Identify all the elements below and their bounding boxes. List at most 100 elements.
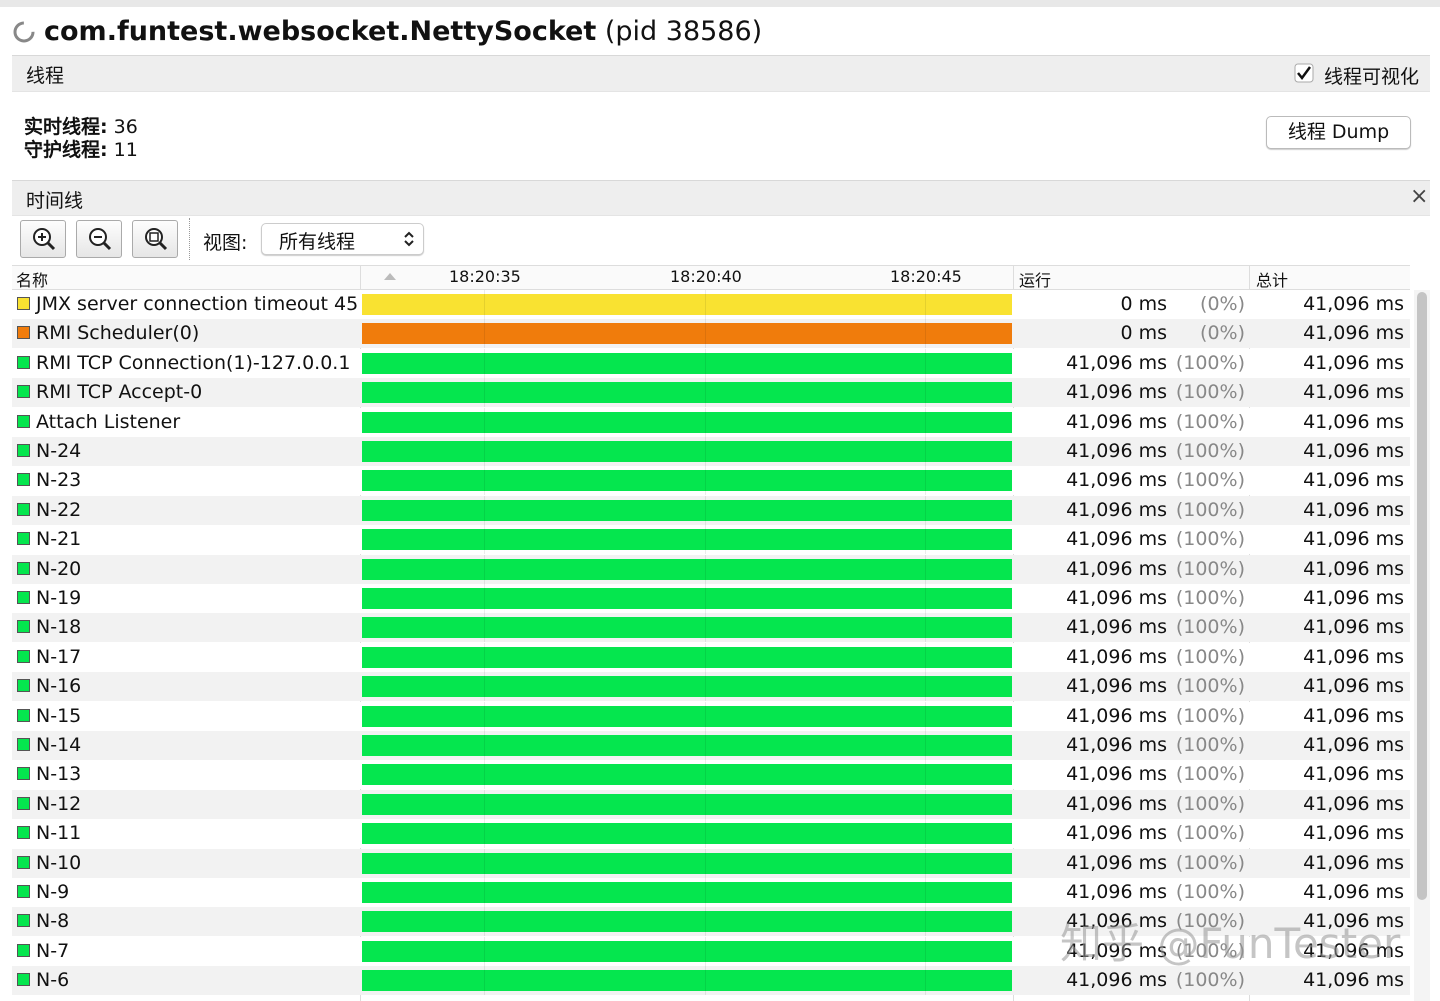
- time-grid-line: [925, 495, 926, 525]
- thread-state-bar: [362, 764, 1012, 786]
- time-grid-line: [484, 437, 485, 466]
- time-grid-line: [925, 584, 926, 613]
- thread-state-swatch: [17, 914, 30, 928]
- total-time: 41,096 ms: [1303, 616, 1404, 639]
- thread-row[interactable]: N-15 41,096 ms (100%) 41,096 ms: [12, 701, 1410, 731]
- total-time: 41,096 ms: [1303, 351, 1404, 374]
- thread-row[interactable]: N-7 41,096 ms (100%) 41,096 ms: [12, 936, 1410, 966]
- running-time: 41,096 ms: [1066, 381, 1167, 404]
- thread-row[interactable]: N-9 41,096 ms (100%) 41,096 ms: [12, 878, 1410, 907]
- thread-state-bar: [362, 529, 1012, 551]
- thread-name: Attach Listener: [36, 410, 181, 433]
- time-tick-label: 18:20:40: [670, 267, 742, 286]
- thread-state-bar: [362, 558, 1012, 580]
- threads-header: [12, 55, 1430, 92]
- thread-row[interactable]: N-6 41,096 ms (100%) 41,096 ms: [12, 966, 1410, 996]
- thread-row[interactable]: N-14 41,096 ms (100%) 41,096 ms: [12, 731, 1410, 760]
- thread-state-swatch: [17, 355, 30, 369]
- thread-state-bar: [362, 294, 1012, 315]
- thread-row[interactable]: N-20 41,096 ms (100%) 41,096 ms: [12, 554, 1410, 584]
- total-time: 41,096 ms: [1303, 587, 1404, 609]
- time-grid-line: [925, 319, 926, 349]
- running-column-header[interactable]: 运行: [1019, 271, 1052, 290]
- thread-state-bar: [362, 735, 1012, 756]
- close-button[interactable]: ×: [1410, 184, 1429, 209]
- running-time: 41,096 ms: [1066, 969, 1167, 992]
- thread-name: N-11: [36, 822, 82, 845]
- running-time: 41,096 ms: [1066, 881, 1167, 903]
- thread-state-swatch: [17, 473, 30, 487]
- thread-name: N-22: [36, 498, 82, 521]
- total-column-header[interactable]: 总计: [1256, 271, 1289, 290]
- thread-row[interactable]: N-18 41,096 ms (100%) 41,096 ms: [12, 613, 1410, 643]
- running-percent: (100%): [1175, 939, 1245, 962]
- time-grid-line: [925, 437, 926, 466]
- thread-row[interactable]: N-21 41,096 ms (100%) 41,096 ms: [12, 525, 1410, 555]
- thread-dump-button[interactable]: 线程 Dump: [1266, 116, 1411, 149]
- sort-indicator: [384, 273, 396, 280]
- visualize-checkbox[interactable]: [1294, 63, 1314, 83]
- time-grid-line: [484, 672, 485, 702]
- thread-row[interactable]: RMI TCP Accept-0 41,096 ms (100%) 41,096 ms: [12, 378, 1410, 408]
- time-grid-line: [705, 672, 706, 702]
- view-select[interactable]: 所有线程: [261, 223, 424, 255]
- thread-row[interactable]: RMI Scheduler(0) 0 ms (0%) 41,096 ms: [12, 319, 1410, 349]
- running-percent: (100%): [1175, 440, 1245, 462]
- time-grid-line: [925, 760, 926, 790]
- running-percent: (100%): [1175, 410, 1245, 433]
- live-value: 36: [113, 116, 138, 138]
- thread-state-bar: [362, 882, 1012, 903]
- thread-row[interactable]: N-23 41,096 ms (100%) 41,096 ms: [12, 466, 1410, 496]
- time-grid-line: [484, 642, 485, 672]
- time-tick-label: 18:20:35: [449, 267, 521, 286]
- zoom-fit-button[interactable]: [132, 220, 178, 258]
- thread-row[interactable]: Attach Listener 41,096 ms (100%) 41,096 ms: [12, 407, 1410, 437]
- thread-name: N-16: [36, 675, 82, 698]
- thread-state-swatch: [17, 561, 30, 575]
- thread-state-swatch: [17, 532, 30, 546]
- scrollbar-thumb[interactable]: [1417, 292, 1427, 900]
- time-grid-line: [925, 613, 926, 643]
- thread-row[interactable]: N-11 41,096 ms (100%) 41,096 ms: [12, 819, 1410, 849]
- thread-row[interactable]: N-22 41,096 ms (100%) 41,096 ms: [12, 495, 1410, 525]
- thread-state-bar: [362, 646, 1012, 668]
- running-percent: (100%): [1175, 645, 1245, 668]
- thread-row[interactable]: N-16 41,096 ms (100%) 41,096 ms: [12, 672, 1410, 702]
- total-time: 41,096 ms: [1303, 734, 1404, 756]
- thread-row[interactable]: N-10 41,096 ms (100%) 41,096 ms: [12, 848, 1410, 878]
- toolbar-separator: [189, 218, 190, 260]
- thread-row[interactable]: N-24 41,096 ms (100%) 41,096 ms: [12, 437, 1410, 466]
- thread-state-swatch: [17, 297, 30, 310]
- thread-name: N-6: [36, 969, 70, 992]
- thread-name: N-10: [36, 851, 82, 874]
- name-column-header[interactable]: 名称: [16, 271, 49, 290]
- thread-row[interactable]: RMI TCP Connection(1)-127.0.0.1 41,096 ms…: [12, 348, 1410, 378]
- running-time: 41,096 ms: [1066, 557, 1167, 580]
- zoom-out-button[interactable]: [76, 220, 122, 258]
- visualize-label[interactable]: 线程可视化: [1324, 66, 1420, 88]
- watermark: 知乎 @FunTester: [1060, 919, 1401, 968]
- thread-row[interactable]: N-12 41,096 ms (100%) 41,096 ms: [12, 789, 1410, 819]
- time-grid-line: [925, 407, 926, 437]
- thread-row[interactable]: N-19 41,096 ms (100%) 41,096 ms: [12, 584, 1410, 613]
- running-percent: (100%): [1175, 822, 1245, 845]
- running-time: 41,096 ms: [1066, 910, 1167, 933]
- total-time: 41,096 ms: [1303, 763, 1404, 786]
- running-percent: (100%): [1175, 969, 1245, 992]
- zoom-in-button[interactable]: [20, 220, 66, 258]
- running-percent: (100%): [1175, 675, 1245, 698]
- thread-name: N-8: [36, 910, 70, 933]
- thread-row[interactable]: N-17 41,096 ms (100%) 41,096 ms: [12, 642, 1410, 672]
- thread-row[interactable]: N-13 41,096 ms (100%) 41,096 ms: [12, 760, 1410, 790]
- daemon-threads: 守护线程: 11: [24, 135, 138, 162]
- thread-row[interactable]: JMX server connection timeout 45 0 ms (0%)…: [12, 290, 1410, 319]
- thread-state-bar: [362, 470, 1012, 492]
- time-grid-line: [484, 848, 485, 878]
- time-grid-line: [484, 378, 485, 408]
- time-grid-line: [705, 290, 706, 319]
- time-grid-line: [705, 407, 706, 437]
- thread-name: N-19: [36, 587, 82, 609]
- thread-row[interactable]: N-8 41,096 ms (100%) 41,096 ms: [12, 907, 1410, 937]
- running-time: 41,096 ms: [1066, 528, 1167, 551]
- total-time: 41,096 ms: [1303, 410, 1404, 433]
